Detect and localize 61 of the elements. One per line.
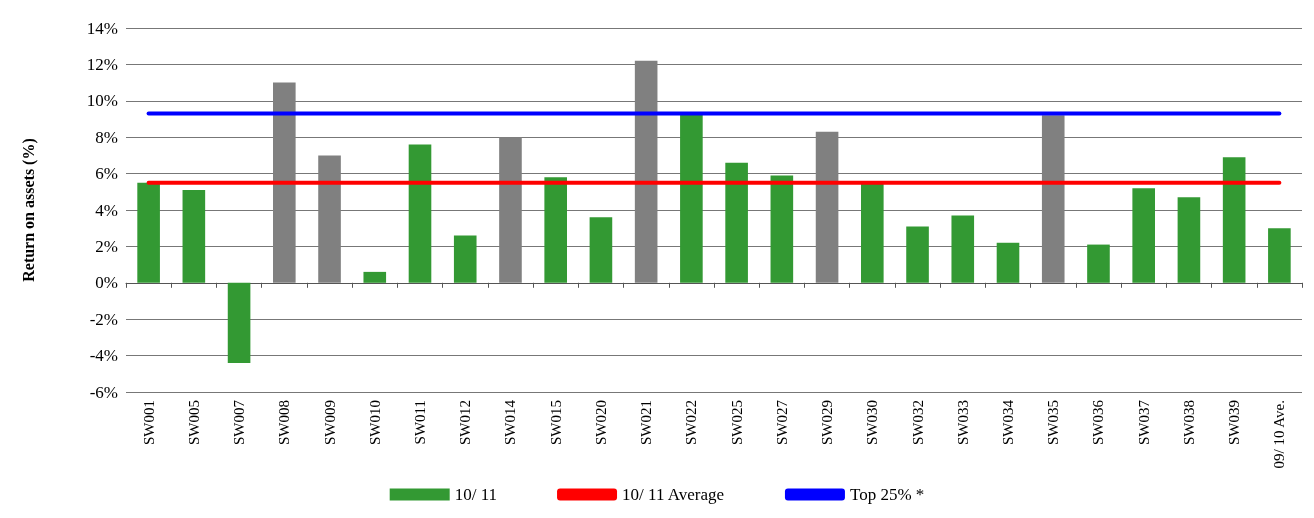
x-tick-label: SW035 bbox=[1045, 400, 1062, 445]
bar bbox=[453, 235, 477, 283]
x-tick-label: SW015 bbox=[547, 400, 564, 445]
x-tick-label: SW037 bbox=[1135, 399, 1152, 445]
x-tick-label: SW012 bbox=[457, 400, 474, 445]
y-tick-label: 8% bbox=[95, 127, 118, 147]
x-tick-label: SW009 bbox=[321, 400, 338, 445]
legend-label: 10/ 11 bbox=[454, 485, 498, 504]
x-tick-label: SW010 bbox=[366, 400, 383, 445]
x-tick-label: SW030 bbox=[864, 400, 881, 445]
bar bbox=[951, 215, 975, 283]
x-tick-label: SW033 bbox=[954, 400, 971, 445]
bar bbox=[589, 217, 613, 283]
x-tick-label: SW021 bbox=[638, 400, 655, 445]
y-tick-label: -4% bbox=[89, 346, 118, 366]
bar bbox=[680, 113, 703, 283]
y-tick-label: -2% bbox=[89, 309, 118, 329]
y-tick-label: 12% bbox=[86, 54, 118, 74]
y-tick-label: 6% bbox=[95, 164, 118, 184]
x-tick-label: SW011 bbox=[412, 400, 428, 445]
x-tick-label: SW014 bbox=[502, 399, 519, 445]
bar bbox=[182, 189, 206, 283]
y-axis-title: Return on assets (%) bbox=[19, 138, 38, 282]
x-tick-label: SW020 bbox=[592, 400, 609, 445]
bar bbox=[861, 182, 884, 283]
legend-label: Top 25% * bbox=[849, 485, 925, 504]
x-tick-label: SW029 bbox=[819, 400, 836, 445]
bar bbox=[227, 282, 251, 363]
bar bbox=[363, 271, 387, 283]
x-tick-label: 09/ 10 Ave. bbox=[1271, 400, 1288, 469]
x-tick-label: SW022 bbox=[683, 400, 700, 445]
x-tick-label: SW038 bbox=[1180, 400, 1197, 445]
bar bbox=[725, 162, 748, 283]
bar bbox=[906, 226, 929, 283]
x-tick-label: SW007 bbox=[231, 399, 248, 445]
bar bbox=[770, 175, 794, 283]
y-tick-label: 0% bbox=[95, 273, 118, 293]
bar bbox=[137, 182, 160, 283]
bar bbox=[996, 242, 1020, 283]
legend-label: 10/ 11 Average bbox=[622, 485, 725, 504]
bar bbox=[1222, 157, 1246, 283]
y-tick-label: 2% bbox=[95, 236, 118, 256]
y-tick-label: 14% bbox=[86, 18, 118, 38]
y-tick-label: 10% bbox=[86, 91, 118, 111]
x-tick-label: SW034 bbox=[1000, 399, 1016, 445]
bar bbox=[544, 177, 567, 283]
bar bbox=[408, 144, 432, 283]
x-tick-label: SW036 bbox=[1090, 399, 1107, 445]
y-tick-label: 4% bbox=[95, 200, 118, 220]
x-tick-label: SW032 bbox=[909, 400, 926, 445]
bar bbox=[1087, 244, 1110, 283]
y-tick-label: -6% bbox=[89, 382, 118, 402]
bar bbox=[1177, 197, 1201, 283]
x-tick-label: SW027 bbox=[773, 399, 790, 445]
x-tick-label: SW008 bbox=[276, 400, 293, 445]
bar bbox=[1268, 228, 1291, 283]
x-tick-label: SW001 bbox=[140, 400, 157, 445]
x-tick-label: SW025 bbox=[728, 400, 745, 445]
x-tick-label: SW039 bbox=[1226, 400, 1243, 445]
x-tick-label: SW005 bbox=[185, 400, 202, 445]
bar bbox=[1132, 188, 1155, 283]
